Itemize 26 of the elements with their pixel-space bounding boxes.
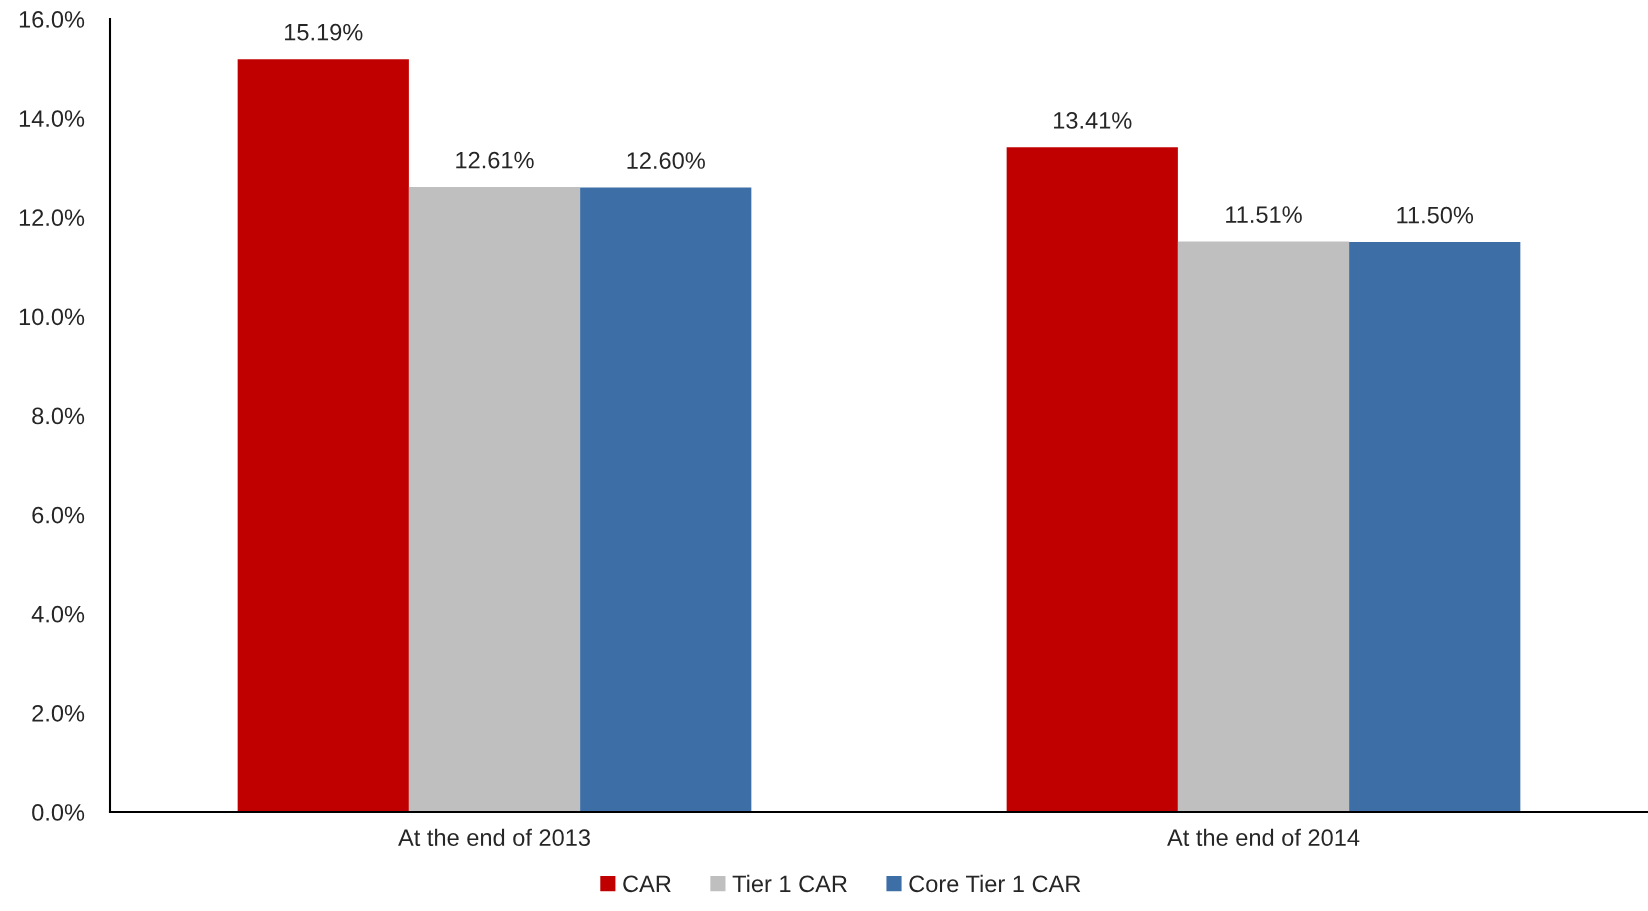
x-tick-label: At the end of 2014 — [1167, 828, 1360, 847]
data-label: 15.19% — [285, 23, 363, 41]
bar — [408, 187, 581, 812]
data-label: 11.50% — [1397, 206, 1474, 224]
bar — [1177, 241, 1350, 812]
data-label: 12.61% — [456, 151, 534, 169]
y-tick-label: 6.0% — [32, 506, 85, 524]
legend-label: CAR — [623, 875, 671, 893]
bar — [237, 59, 409, 812]
x-tick-label: At the end of 2013 — [398, 828, 590, 847]
data-label: 12.60% — [627, 152, 705, 169]
y-tick-label: 8.0% — [32, 407, 85, 425]
y-tick-label: 12.0% — [19, 209, 85, 227]
bar — [1349, 242, 1521, 812]
y-tick-label: 4.0% — [31, 605, 85, 623]
y-tick-label: 10.0% — [19, 308, 85, 326]
y-tick-label: 0.0% — [32, 804, 85, 821]
y-tick-label: 14.0% — [19, 110, 85, 127]
legend-label: Tier 1 CAR — [732, 874, 847, 893]
y-tick-label: 2.0% — [32, 704, 85, 722]
legend-label: Core Tier 1 CAR — [909, 874, 1081, 893]
bar — [580, 187, 752, 812]
data-label: 13.41% — [1054, 112, 1132, 129]
y-tick-label: 16.0% — [19, 11, 85, 28]
data-label: 11.51% — [1226, 206, 1302, 223]
bar — [1006, 147, 1178, 812]
